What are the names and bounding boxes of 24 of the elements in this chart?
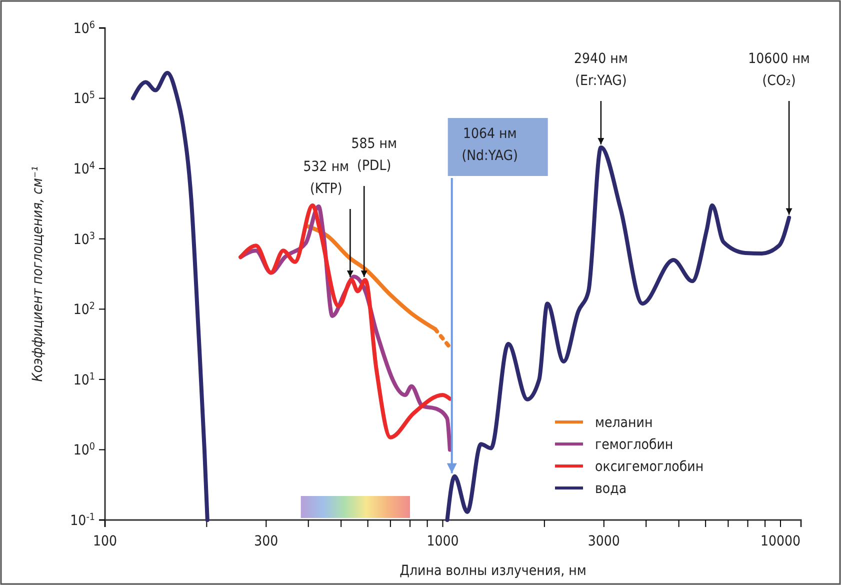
annotation: 585 нм (PDL) — [351, 136, 397, 174]
y-axis-title: Коэффициент поглощения, см⁻¹ — [30, 166, 46, 382]
y-tick-label: 10$^{2}$ — [73, 300, 95, 318]
y-tick-label: 10$^{-1}$ — [70, 511, 95, 529]
y-tick-label: 10$^{1}$ — [73, 370, 95, 388]
x-tick-label: 300 — [254, 533, 278, 550]
y-tick-label: 10$^{5}$ — [73, 90, 95, 108]
legend-label: меланин — [595, 414, 653, 431]
annotation: 532 нм (KTP) — [303, 159, 350, 197]
x-tick-label: 100 — [92, 533, 118, 550]
x-tick-label: 3000 — [588, 533, 620, 550]
y-tick-label: 10$^{4}$ — [73, 160, 96, 178]
legend-label: оксигемоглобин — [595, 458, 704, 475]
y-tick-label: 10$^{3}$ — [73, 230, 95, 248]
y-tick-label: 10$^{6}$ — [73, 19, 96, 37]
x-tick-label: 10000 — [760, 533, 801, 550]
x-axis-title: Длина волны излучения, нм — [400, 563, 586, 579]
x-tick-label: 1000 — [426, 533, 459, 550]
annotation: 2940 нм (Er:YAG) — [574, 51, 628, 89]
annotation: 10600 нм (CO₂) — [748, 51, 810, 89]
y-tick-label: 10$^{0}$ — [73, 441, 96, 459]
legend-label: вода — [595, 480, 627, 497]
legend-label: гемоглобин — [595, 436, 674, 453]
annotation: 1064 нм (Nd:YAG) — [462, 126, 518, 164]
